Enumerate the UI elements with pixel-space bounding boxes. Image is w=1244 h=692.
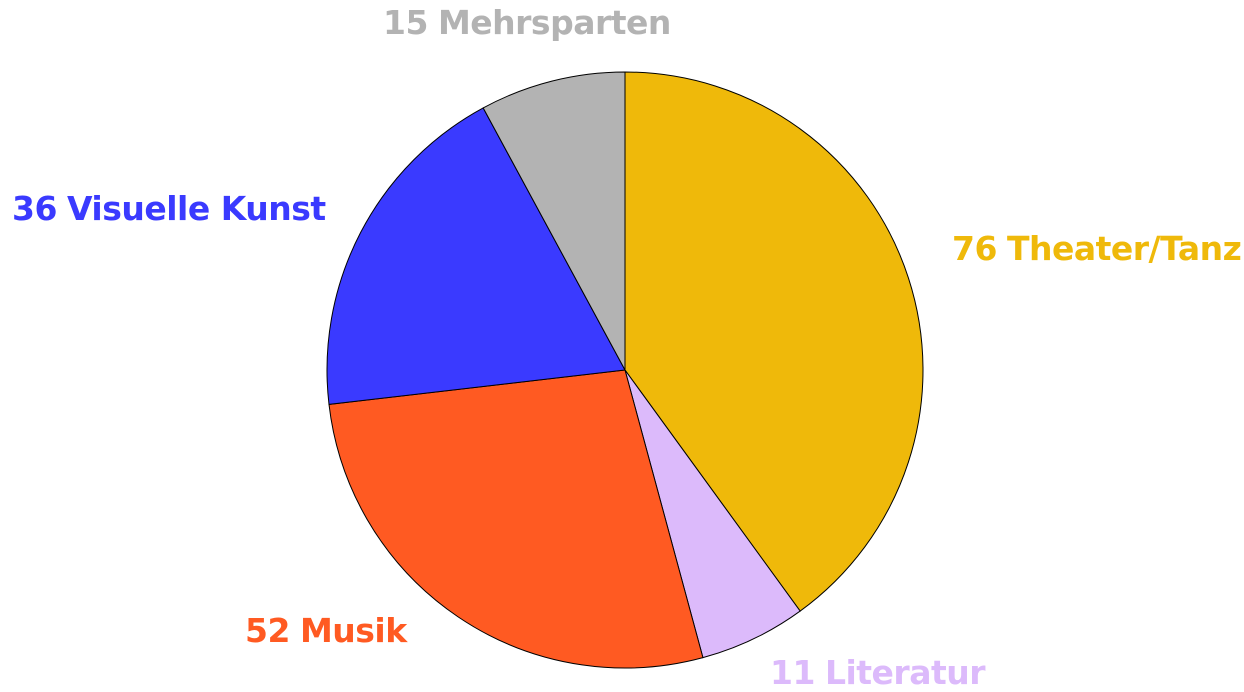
slice-value: 15 [383,3,428,42]
pie-slice [328,369,704,669]
slice-category: Musik [300,611,408,650]
slice-label: 52 Musik [245,611,408,650]
slice-value: 76 [952,229,997,268]
slice-label: 15 Mehrsparten [383,3,671,42]
slice-label: 36 Visuelle Kunst [12,189,326,228]
slice-category: Literatur [825,653,986,692]
pie-slice [482,71,626,371]
slice-value: 52 [245,611,290,650]
slice-value: 36 [12,189,57,228]
pie-slice [624,71,924,612]
slice-label: 76 Theater/Tanz [952,229,1241,268]
slice-category: Theater/Tanz [1007,229,1241,268]
slice-label: 11 Literatur [770,653,986,692]
slice-category: Visuelle Kunst [67,189,326,228]
slice-category: Mehrsparten [438,3,671,42]
slice-value: 11 [770,653,815,692]
pie-slice [326,107,626,405]
